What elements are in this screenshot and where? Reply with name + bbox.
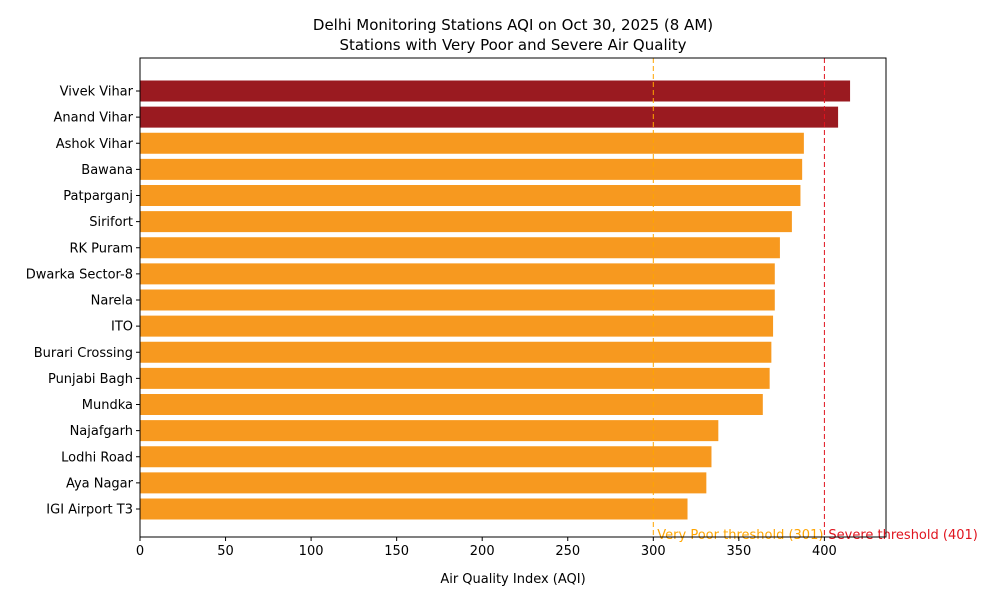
bar-dwarka-sector-8 xyxy=(140,263,775,285)
bar-ito xyxy=(140,315,774,337)
bar-vivek-vihar xyxy=(140,80,851,102)
y-tick-label: ITO xyxy=(111,320,133,335)
y-tick-label: Sirifort xyxy=(89,215,133,230)
chart-subtitle: Stations with Very Poor and Severe Air Q… xyxy=(339,36,686,54)
bar-punjabi-bagh xyxy=(140,367,770,389)
x-tick-label: 150 xyxy=(384,544,409,559)
bar-bawana xyxy=(140,158,803,180)
bar-patparganj xyxy=(140,185,801,206)
x-tick-label: 250 xyxy=(555,544,580,559)
y-tick-label: Anand Vihar xyxy=(54,111,134,126)
bar-anand-vihar xyxy=(140,106,839,128)
x-tick-label: 400 xyxy=(812,544,837,559)
y-tick-label: Aya Nagar xyxy=(66,476,134,491)
bar-narela xyxy=(140,289,775,311)
bar-mundka xyxy=(140,394,763,415)
x-tick-label: 200 xyxy=(470,544,495,559)
y-tick-label: Burari Crossing xyxy=(34,346,133,361)
bar-lodhi-road xyxy=(140,446,712,468)
y-tick-label: Ashok Vihar xyxy=(56,137,134,152)
bar-igi-airport-t3 xyxy=(140,498,688,520)
y-tick-label: Patparganj xyxy=(63,189,133,204)
x-tick-label: 300 xyxy=(641,544,666,559)
bar-rk-puram xyxy=(140,237,780,259)
chart-title: Delhi Monitoring Stations AQI on Oct 30,… xyxy=(313,16,713,34)
y-tick-label: Najafgarh xyxy=(70,424,133,439)
x-tick-label: 100 xyxy=(299,544,324,559)
y-tick-label: Mundka xyxy=(82,398,133,413)
threshold-label: Severe threshold (401) xyxy=(828,528,977,543)
y-tick-label: Dwarka Sector-8 xyxy=(26,267,133,282)
y-tick-label: Lodhi Road xyxy=(61,450,133,465)
bar-ashok-vihar xyxy=(140,132,804,154)
bar-burari-crossing xyxy=(140,341,772,363)
y-tick-label: Narela xyxy=(91,294,133,309)
y-tick-label: Bawana xyxy=(81,163,133,178)
plot-frame xyxy=(139,57,887,538)
y-tick-label: IGI Airport T3 xyxy=(46,503,133,518)
bar-najafgarh xyxy=(140,420,719,442)
x-tick-label: 350 xyxy=(726,544,751,559)
y-tick-label: Vivek Vihar xyxy=(60,85,134,100)
y-tick-label: RK Puram xyxy=(69,241,133,256)
x-tick-label: 50 xyxy=(217,544,234,559)
x-axis-label: Air Quality Index (AQI) xyxy=(440,572,585,587)
x-tick-label: 0 xyxy=(136,544,144,559)
threshold-label: Very Poor threshold (301) xyxy=(657,528,823,543)
bar-aya-nagar xyxy=(140,472,707,494)
y-tick-label: Punjabi Bagh xyxy=(48,372,133,387)
bar-sirifort xyxy=(140,211,792,233)
